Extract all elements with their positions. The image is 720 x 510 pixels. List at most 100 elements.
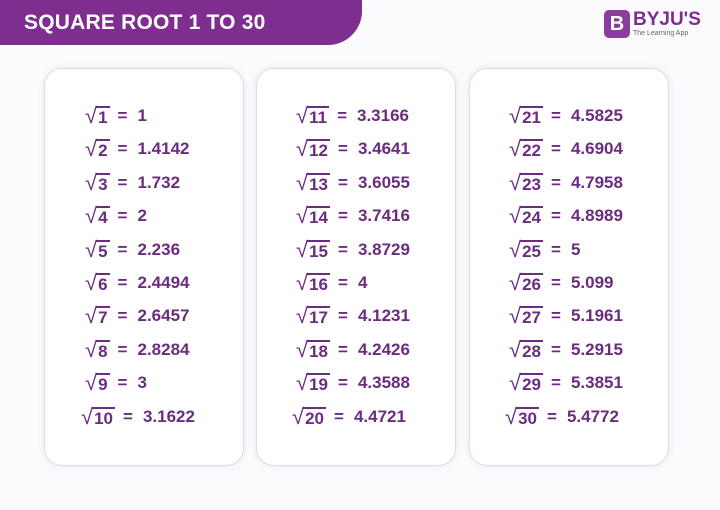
square-root-row: √ 9 = 3 (85, 368, 147, 398)
radicand: 5 (96, 239, 110, 261)
radical-expression: √ 3 (85, 171, 110, 194)
radical-icon: √ (296, 103, 309, 128)
root-value: 5.3851 (570, 373, 623, 393)
radical-icon: √ (505, 403, 518, 429)
equals-sign: = (117, 306, 128, 326)
radical-expression: √ 12 (296, 138, 330, 160)
root-value: 3.1622 (142, 406, 195, 426)
radical-expression: √ 16 (296, 272, 330, 294)
square-root-row: √ 19 = 4.3588 (296, 368, 410, 398)
radical-icon: √ (509, 169, 522, 195)
title-banner: SQUARE ROOT 1 TO 30 (0, 0, 362, 45)
square-root-row: √ 8 = 2.8284 (85, 335, 189, 365)
radicand: 3 (96, 172, 110, 194)
card-1-10 (44, 68, 244, 466)
radical-icon: √ (296, 303, 309, 329)
square-root-row: √ 3 = 1.732 (85, 168, 180, 198)
root-value: 5 (570, 239, 581, 259)
radical-icon: √ (296, 370, 309, 396)
radical-expression: √ 27 (509, 305, 543, 327)
equals-sign: = (551, 106, 561, 125)
radicand: 9 (96, 373, 110, 395)
radicand: 21 (520, 106, 543, 127)
equals-sign: = (551, 172, 561, 192)
radical-icon: √ (509, 270, 522, 295)
card-11-20 (256, 68, 456, 466)
radicand: 29 (520, 373, 543, 395)
root-value: 3.7416 (357, 206, 410, 226)
radical-expression: √ 9 (85, 372, 110, 394)
radical-icon: √ (509, 103, 522, 128)
square-root-row: √ 28 = 5.2915 (509, 335, 623, 365)
radical-icon: √ (296, 169, 309, 195)
equals-sign: = (338, 273, 348, 292)
radicand: 11 (307, 106, 330, 127)
radicand: 30 (516, 406, 539, 428)
radicand: 26 (520, 273, 543, 294)
equals-sign: = (338, 373, 348, 393)
root-value: 4.1231 (357, 306, 410, 326)
radical-expression: √ 1 (85, 105, 110, 127)
radical-expression: √ 11 (296, 103, 330, 128)
square-root-row: √ 22 = 4.6904 (509, 134, 623, 164)
root-value: 5.099 (570, 273, 614, 292)
root-value: 4.3588 (357, 373, 410, 393)
logo-name: BYJU'S (633, 9, 701, 30)
square-root-row: √ 2 = 1.4142 (85, 134, 189, 164)
equals-sign: = (338, 239, 348, 259)
radical-expression: √ 26 (509, 272, 543, 294)
square-root-row: √ 7 = 2.6457 (85, 301, 189, 331)
radical-icon: √ (296, 336, 309, 362)
radical-expression: √ 24 (509, 205, 543, 227)
root-value: 4.6904 (570, 139, 623, 159)
equals-sign: = (338, 306, 348, 326)
square-root-row: √ 20 = 4.4721 (292, 402, 406, 432)
square-root-row: √ 29 = 5.3851 (509, 368, 623, 398)
square-root-row: √ 12 = 3.4641 (296, 134, 410, 164)
square-root-row: √ 14 = 3.7416 (296, 201, 410, 231)
equals-sign: = (551, 273, 561, 292)
square-root-row: √ 15 = 3.8729 (296, 235, 410, 265)
radical-icon: √ (81, 403, 94, 429)
square-root-row: √ 27 = 5.1961 (509, 301, 623, 331)
radical-icon: √ (85, 136, 98, 162)
byjus-logo: B BYJU'S The Learning App (604, 10, 701, 38)
square-root-row: √ 24 = 4.8989 (509, 201, 623, 231)
equals-sign: = (337, 106, 347, 125)
root-value: 3 (137, 373, 147, 393)
radical-icon: √ (509, 336, 522, 362)
root-value: 5.2915 (570, 339, 623, 359)
radical-expression: √ 8 (85, 338, 110, 361)
radical-icon: √ (509, 203, 522, 229)
radicand: 22 (520, 139, 543, 161)
radical-expression: √ 28 (509, 336, 543, 362)
equals-sign: = (338, 172, 348, 192)
radicand: 15 (307, 239, 330, 261)
square-root-row: √ 17 = 4.1231 (296, 301, 410, 331)
equals-sign: = (551, 139, 561, 159)
root-value: 2.236 (137, 239, 181, 259)
radical-icon: √ (296, 236, 309, 262)
logo-mark: B (604, 10, 630, 38)
radical-expression: √ 10 (81, 403, 115, 429)
radical-icon: √ (85, 270, 98, 295)
radicand: 7 (96, 306, 110, 328)
root-value: 4.4721 (353, 406, 406, 426)
radical-icon: √ (296, 203, 309, 229)
radical-expression: √ 18 (296, 336, 330, 362)
radicand: 28 (520, 339, 543, 361)
root-value: 3.3166 (357, 106, 409, 125)
square-root-row: √ 13 = 3.6055 (296, 168, 410, 198)
square-root-row: √ 10 = 3.1622 (81, 402, 195, 432)
radicand: 17 (307, 306, 330, 328)
radicand: 18 (307, 339, 330, 361)
equals-sign: = (117, 172, 128, 192)
equals-sign: = (117, 339, 128, 359)
equals-sign: = (117, 273, 128, 292)
radicand: 14 (307, 206, 330, 228)
equals-sign: = (551, 373, 561, 393)
radicand: 8 (96, 339, 110, 361)
radicand: 13 (307, 172, 330, 194)
root-value: 5.1961 (570, 306, 623, 326)
equals-sign: = (117, 373, 128, 393)
